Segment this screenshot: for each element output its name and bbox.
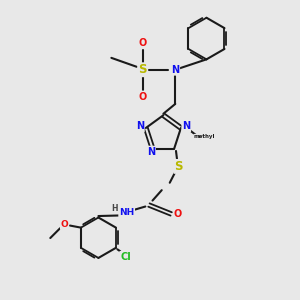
Text: O: O bbox=[61, 220, 68, 229]
Text: Cl: Cl bbox=[120, 252, 131, 262]
Text: S: S bbox=[174, 160, 183, 173]
Text: N: N bbox=[182, 122, 190, 131]
Text: H: H bbox=[111, 204, 117, 213]
Text: NH: NH bbox=[119, 208, 134, 217]
Text: N: N bbox=[147, 146, 155, 157]
Text: S: S bbox=[138, 63, 147, 76]
Text: O: O bbox=[174, 209, 182, 219]
Text: N: N bbox=[136, 122, 144, 131]
Text: N: N bbox=[171, 65, 179, 75]
Text: O: O bbox=[138, 92, 147, 101]
Text: methyl: methyl bbox=[194, 134, 215, 140]
Text: O: O bbox=[138, 38, 147, 48]
